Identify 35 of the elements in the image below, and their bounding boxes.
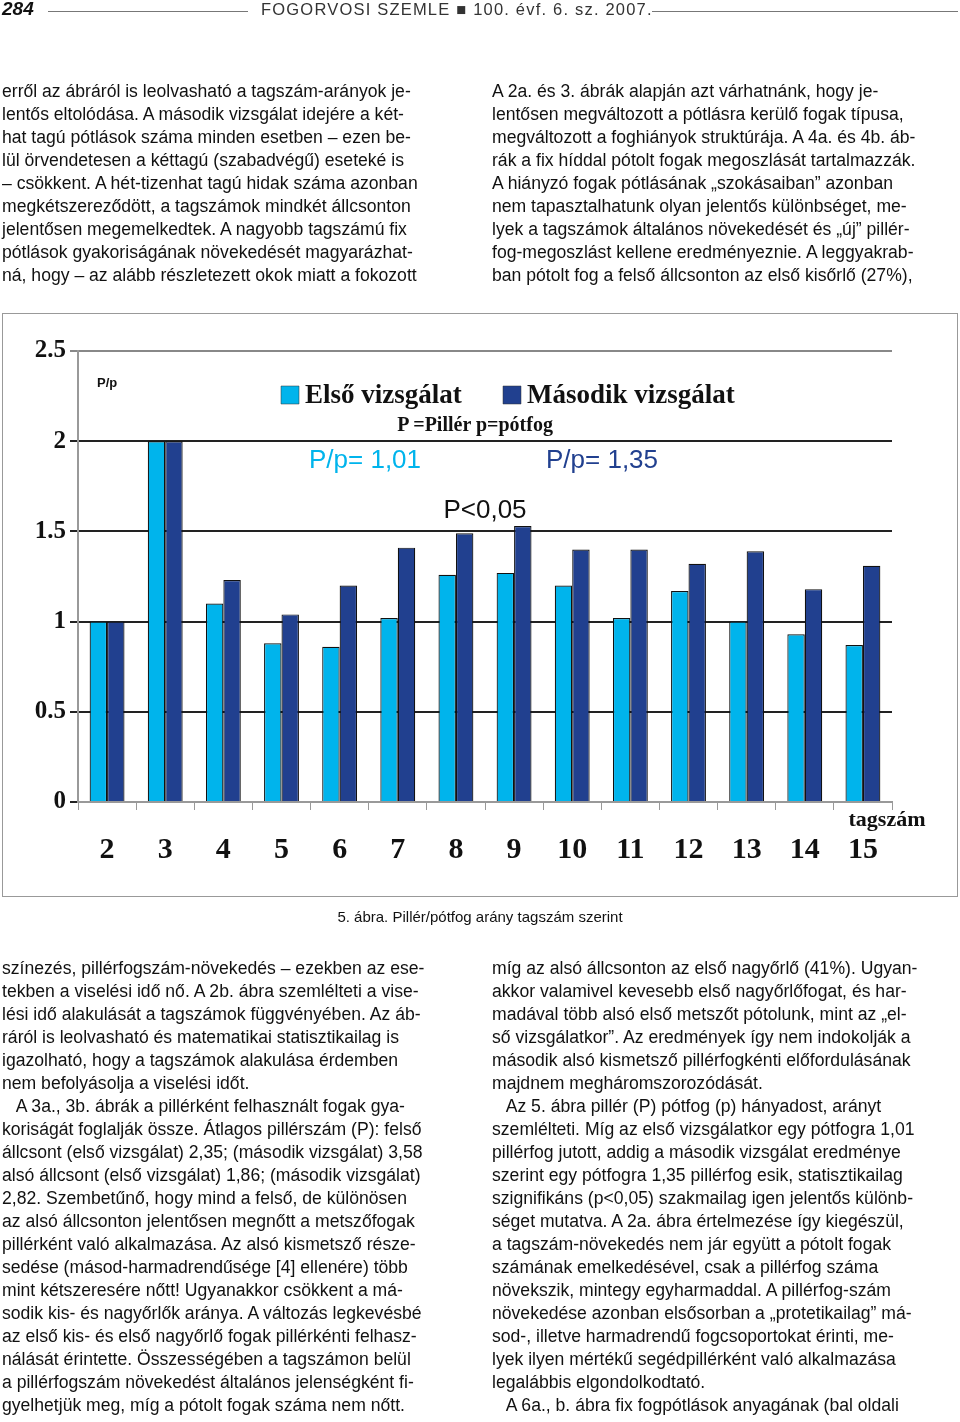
x-tick-label: 2	[99, 830, 115, 864]
x-tick-label: 6	[332, 830, 348, 864]
annotation: P =Pillér p=pótfog	[397, 413, 553, 437]
x-tick-label: 11	[616, 830, 645, 864]
text: míg az alsó állcsonton az első nagyőrlő (41%). Ugyan- akkor valamivel kevesebb első nagyőrlőfogat, és har- madával több alsó első metszőt pótolunk, mint az „el- ső vizsgálatkor”. Az eredmények így nem indokolják a második alsó kismetsző pillérfogkénti előfordulásának majdnem megháromszorozódását. Az 5. ábra pillér (P) pótfog (p) hányadost, arányt szemlélteti. Míg az első vizsgálatkor egy pótfogra 1,01 pillérfog jutott, addig a második vizsgálat eredménye szerint egy pótfogra 1,35 pillérfog esik, statisztikailag szignifikáns (p<0,05) szakmailag igen jelentős különb- séget mutatva. A 2a. ábra értelmezése így kiegészül, a tagszám-növekedés nem jár együtt a pótolt fogak számának emelkedésével, csak a pillérfog száma növekszik, mintegy egyharmaddal. A pillérfog-szám növekedése azonban elsősorban a „protetikailag” má- sod-, illetve harmadrendű fogcsoportokat érinti, me- lyek ilyen mértékű segédpillérként való alkalmazása legalábbis elgondolkodtató. A 6a., b. ábra fix fogpótlások anyagának (bal oldali	[492, 958, 918, 1415]
x-tick-label: 8	[448, 830, 464, 864]
x-tick-label: 7	[390, 830, 406, 864]
x-tick-label: 9	[506, 830, 522, 864]
y-tick-label: 0.5	[34, 696, 66, 724]
x-tick-label: 10	[557, 830, 588, 864]
annotation: P/p= 1,01	[308, 444, 422, 475]
text: FOGORVOSI SZEMLE ■ 100. évf. 6. sz. 2007.	[261, 0, 653, 19]
text: A 2a. és 3. ábrák alapján azt várhatnánk, hogy je- lentősen megváltozott a pótlásra kerülő fogak típusa, megváltozott a foghiányok struktúrája. A 4a. és 4b. áb- rák a fix híddal pótolt fogak megoszlását tartalmazzák. A hiányzó fogak pótlásának „szokásaiban” azonban nem tapasztalhatunk olyan jelentős különbséget, me- lyek a tagszámok általános növekedését és „új” pillér- fog-megoszlást kellene eredményeznie. A leggyakrab- ban pótolt fog a felső állcsonton az első kisőrlő (27%),	[492, 81, 916, 285]
x-tick-label: 12	[673, 830, 704, 864]
x-tick-label: 3	[157, 830, 173, 864]
x-tick-label: 14	[789, 830, 820, 864]
x-tick-label: 5	[274, 830, 289, 864]
x-axis-title: tagszám	[848, 805, 926, 831]
text: színezés, pillérfogszám-növekedés – ezekben az ese- tekben a viselési idő nő. A 2b. ábra szemlélteti a vise- lési idő alakulását a tagszámok függvényében. Az áb- ráról is leolvasható és matematikai statisztikailag is igazolható, hogy a tagszámok alakulása érdemben nem befolyásolja a viselési időt. A 3a., 3b. ábrák a pillérként felhasznált fogak gya- koriságát foglalják össze. Átlagos pillérszám (P): felső állcsont (első vizsgálat) 2,35; (második vizsgálat) 3,58 alsó állcsont (első vizsgálat) 1,86; (második vizsgálat) 2,82. Szembetűnő, hogy mind a felső, de különösen az alsó állcsonton jelentősen megnőtt a metszőfogak pillérként való alkalmazása. Az alsó kismetsző része- sedése (másod-harmadrendűsége [4] ellenére) több mint kétszeresére nőtt! Ugyanakkor csökkent a má- sodik kis- és nagyőrlők aránya. A változás legkevésbé az első kis- és első nagyőrlő fogak pillérkénti felhasz- nálását érintette. Összességében a tagszámon belül a pillérfogszám növekedést általános jelenségként fi- gyelhetjük meg, míg a pótolt fogak száma nem nőtt.	[2, 958, 425, 1415]
text: 5. ábra. Pillér/pótfog arány tagszám szerint	[336, 908, 624, 925]
legend-label: Második vizsgálat	[527, 378, 735, 409]
y-tick-label: 1	[53, 606, 66, 634]
annotation: P<0,05	[443, 494, 527, 525]
text: erről az ábráról is leolvasható a tagszám-arányok je- lentős eltolódása. A második vizsgálat idejére a két- hat tagú pótlások száma minden esetben – ezen be- lül örvendetesen a kéttagú (szabadvégű) eseteké is – csökkent. A hét-tizenhat tagú hidak száma azonban megkétszereződött, a tagszámok mindkét állcsonton jelentősen megemelkedtek. A nagyobb tagszámú fix pótlások gyakoriságának növekedését magyarázhat- ná, hogy – az alább részletezett okok miatt a fokozott	[2, 81, 418, 285]
y-tick-label: 2	[53, 425, 66, 453]
x-tick-label: 4	[215, 830, 231, 864]
x-tick-label: 13	[731, 830, 762, 864]
text: 284	[2, 0, 34, 20]
y-axis-title: P/p	[97, 374, 118, 390]
legend-label: Első vizsgálat	[305, 378, 462, 409]
y-tick-label: 2.5	[34, 335, 66, 363]
x-tick-label: 15	[847, 830, 878, 864]
y-tick-label: 0	[53, 786, 66, 814]
y-tick-label: 1.5	[34, 515, 66, 543]
annotation: P/p= 1,35	[545, 444, 659, 475]
